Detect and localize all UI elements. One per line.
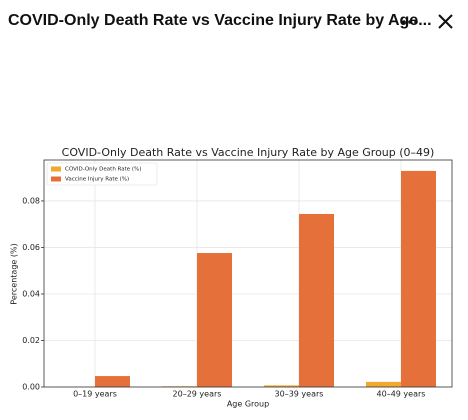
legend-label: COVID-Only Death Rate (%) [65, 167, 141, 173]
bar [401, 170, 436, 387]
x-tick-label: 30–39 years [275, 390, 324, 399]
header-title: COVID-Only Death Rate vs Vaccine Injury … [8, 12, 432, 29]
y-tick-label: 0.08 [22, 196, 40, 205]
legend-box [46, 162, 158, 186]
bar [95, 376, 130, 387]
legend-swatch [51, 166, 61, 172]
x-tick-label: 0–19 years [73, 390, 117, 399]
chart-title: COVID-Only Death Rate vs Vaccine Injury … [62, 146, 435, 159]
header: COVID-Only Death Rate vs Vaccine Injury … [0, 0, 468, 44]
plot-frame [43, 159, 453, 388]
bar [299, 213, 334, 387]
y-tick-label: 0.06 [22, 243, 40, 252]
bar [197, 253, 232, 387]
x-tick-label: 20–29 years [173, 390, 222, 399]
y-tick-label: 0.04 [22, 289, 40, 298]
legend-swatch [51, 176, 61, 182]
x-axis-label: Age Group [227, 400, 269, 409]
y-tick-label: 0.00 [22, 383, 40, 392]
y-tick-label: 0.02 [22, 336, 40, 345]
legend-label: Vaccine Injury Rate (%) [65, 177, 129, 183]
x-tick-label: 40–49 years [377, 390, 426, 399]
more-button[interactable] [402, 20, 418, 24]
close-button[interactable] [438, 14, 453, 29]
bar [366, 381, 401, 387]
bar [264, 385, 299, 387]
header-icons [402, 14, 453, 29]
y-axis-label: Percentage (%) [10, 243, 19, 304]
